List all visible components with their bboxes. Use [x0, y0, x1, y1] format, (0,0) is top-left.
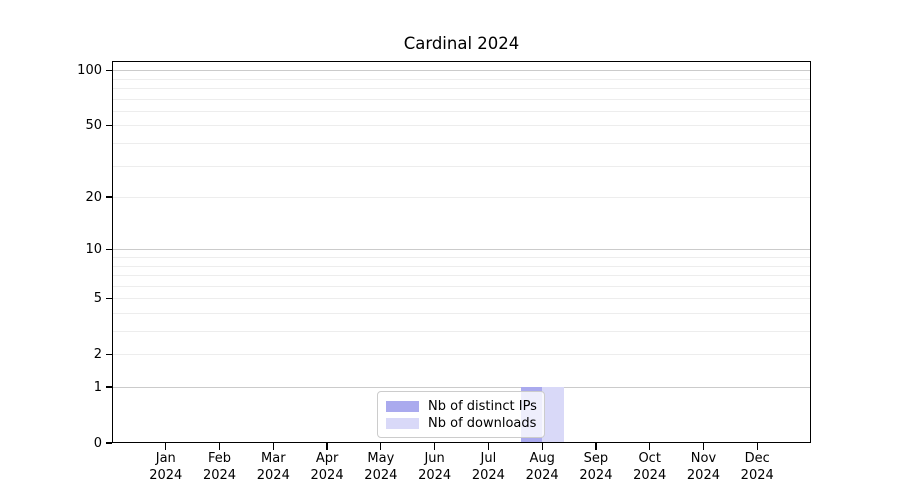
x-tick-label: Feb 2024: [188, 451, 252, 484]
y-gridline-minor: [112, 265, 811, 267]
x-tick-label: Aug 2024: [510, 451, 574, 484]
y-gridline-minor: [112, 165, 811, 167]
x-tick-mark: [434, 443, 436, 450]
y-tick-label: 20: [85, 189, 102, 205]
x-tick-label-line: Jun: [424, 451, 445, 466]
x-tick-label-line: Jan: [155, 451, 176, 466]
x-tick-label-line: Nov: [690, 451, 717, 466]
x-tick-mark: [487, 443, 489, 450]
y-gridline-minor: [112, 88, 811, 90]
x-tick-label-line: 2024: [633, 467, 667, 483]
x-tick-label-line: 2024: [202, 467, 237, 483]
x-tick-label: Jul 2024: [456, 451, 520, 484]
y-gridline-minor: [112, 143, 811, 145]
x-tick-label-line: Aug: [529, 451, 555, 466]
y-tick-mark: [105, 248, 112, 250]
x-tick-label: Apr 2024: [295, 451, 359, 484]
y-tick-label: 10: [85, 241, 102, 257]
legend-item-downloads: Nb of downloads: [386, 415, 537, 431]
x-tick-label-line: 2024: [364, 467, 398, 483]
bar-downloads-aug: [542, 387, 564, 443]
x-tick-label: Mar 2024: [241, 451, 305, 484]
x-tick-label-line: Feb: [208, 451, 232, 466]
y-gridline-minor: [112, 125, 811, 127]
x-tick-label: Jun 2024: [403, 451, 467, 484]
x-tick-mark: [218, 443, 221, 450]
x-tick-label-line: Sep: [583, 451, 609, 466]
y-gridline-major: [112, 386, 811, 389]
y-gridline-minor: [112, 110, 811, 112]
x-tick-label-line: Jul: [480, 451, 497, 466]
legend: Nb of distinct IPs Nb of downloads: [377, 391, 545, 438]
y-tick-label: 2: [93, 346, 102, 362]
x-tick-label-line: Mar: [261, 451, 286, 466]
x-tick-label-line: May: [367, 451, 395, 466]
y-gridline-major: [112, 70, 811, 72]
x-tick-label-line: Apr: [315, 451, 339, 466]
y-gridline-minor: [112, 275, 811, 277]
x-tick-label-line: 2024: [740, 467, 774, 483]
y-tick-mark: [105, 124, 112, 126]
x-tick-label-line: 2024: [418, 467, 452, 483]
x-tick-mark: [165, 443, 167, 450]
y-tick-mark: [105, 353, 112, 355]
y-tick-mark: [105, 442, 112, 444]
x-tick-label-line: 2024: [310, 467, 344, 483]
y-gridline-minor: [112, 197, 811, 199]
y-gridline-minor: [112, 354, 811, 356]
chart-title: Cardinal 2024: [403, 34, 520, 53]
y-gridline-minor: [112, 78, 811, 80]
y-tick-label: 50: [85, 117, 102, 133]
x-tick-label-line: 2024: [579, 467, 613, 483]
y-tick-label: 0: [93, 435, 102, 451]
x-tick-label-line: 2024: [525, 467, 559, 483]
x-tick-label: Oct 2024: [618, 451, 682, 484]
x-tick-label: Dec 2024: [725, 451, 789, 484]
x-tick-mark: [541, 443, 543, 450]
y-gridline-minor: [112, 312, 811, 314]
x-tick-mark: [595, 443, 597, 450]
y-tick-label: 1: [93, 379, 102, 395]
x-tick-label-line: 2024: [256, 467, 290, 483]
y-tick-mark: [105, 196, 112, 198]
x-tick-mark: [756, 443, 758, 450]
y-tick-mark: [105, 386, 112, 388]
x-tick-mark: [380, 443, 382, 450]
legend-label-downloads: Nb of downloads: [428, 415, 537, 431]
x-tick-mark: [326, 443, 328, 450]
y-gridline-minor: [112, 98, 811, 100]
y-gridline-minor: [112, 331, 811, 332]
x-tick-label: Sep 2024: [564, 451, 628, 484]
x-tick-label-line: Oct: [638, 451, 661, 466]
x-tick-label: Jan 2024: [134, 451, 198, 484]
x-tick-label-line: 2024: [149, 467, 183, 483]
x-tick-mark: [272, 443, 274, 450]
plot-area: [112, 61, 811, 443]
legend-swatch-distinct-ips-icon: [386, 400, 419, 412]
x-tick-label-line: 2024: [686, 467, 720, 483]
x-tick-label: May 2024: [349, 451, 413, 484]
legend-label-distinct-ips: Nb of distinct IPs: [428, 398, 537, 414]
x-tick-label-line: Dec: [744, 451, 770, 466]
y-gridline-major: [112, 249, 811, 251]
plot-border: [112, 61, 811, 443]
legend-item-distinct-ips: Nb of distinct IPs: [386, 398, 537, 414]
legend-swatch-downloads-icon: [386, 417, 419, 429]
y-tick-label: 5: [93, 290, 102, 306]
y-tick-mark: [105, 297, 112, 299]
x-tick-mark: [649, 443, 651, 450]
y-gridline-minor: [112, 298, 811, 300]
y-tick-label: 100: [77, 62, 102, 78]
y-gridline-minor: [112, 285, 811, 287]
x-tick-label: Nov 2024: [671, 451, 735, 484]
y-tick-mark: [105, 69, 112, 71]
x-tick-mark: [702, 443, 705, 450]
x-tick-label-line: 2024: [471, 467, 505, 483]
y-gridline-minor: [112, 256, 811, 258]
